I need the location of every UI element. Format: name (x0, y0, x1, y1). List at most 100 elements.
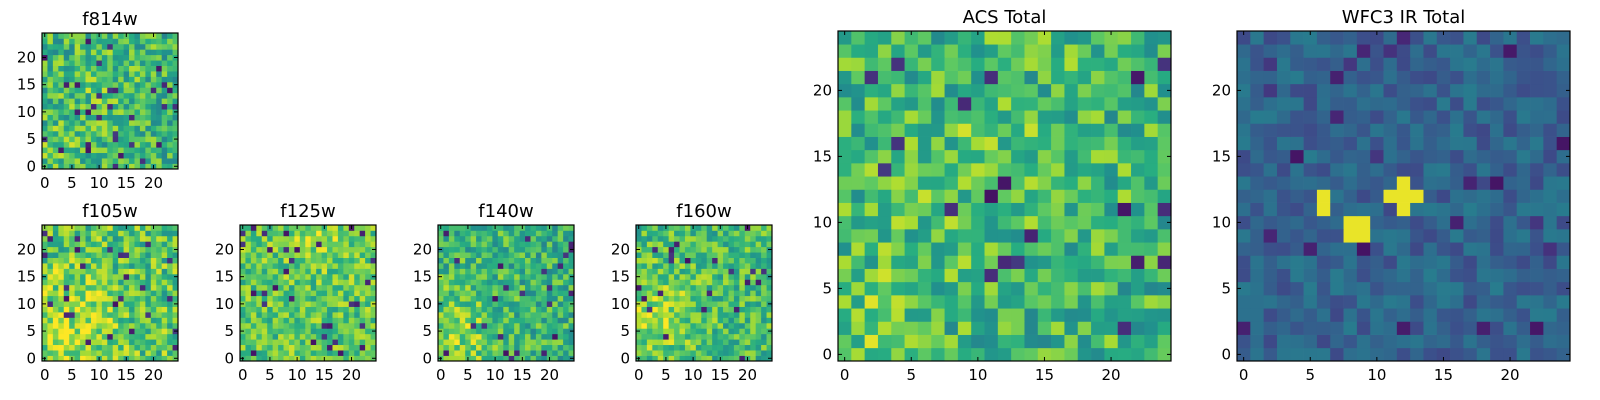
heatmap-cell (438, 333, 444, 340)
heatmap-cell (1463, 255, 1478, 269)
heatmap-cell (267, 284, 273, 291)
heatmap-cell (283, 263, 290, 269)
heatmap-cell (156, 279, 163, 286)
heatmap-cell (250, 295, 257, 302)
heatmap-cell (761, 317, 767, 324)
heatmap-cell (69, 81, 75, 88)
heatmap-cell (663, 230, 669, 237)
heatmap-cell (139, 333, 146, 340)
heatmap-cell (1423, 268, 1438, 283)
heatmap-cell (52, 312, 59, 318)
heatmap-cell (123, 235, 130, 242)
heatmap-cell (240, 339, 246, 346)
heatmap-cell (728, 257, 735, 264)
heatmap-cell (481, 333, 488, 340)
heatmap-cell (519, 246, 526, 253)
heatmap-cell (486, 246, 493, 253)
heatmap-cell (261, 257, 268, 264)
heatmap-cell (365, 252, 371, 258)
heatmap-cell (145, 328, 152, 335)
heatmap-cell (514, 235, 520, 242)
heatmap-cell (74, 279, 81, 286)
heatmap-cell (1436, 189, 1451, 203)
heatmap-cell (838, 136, 852, 151)
heatmap-cell (167, 273, 173, 280)
heatmap-cell (150, 98, 157, 105)
heatmap-cell (443, 295, 450, 302)
heatmap-cell (123, 339, 130, 346)
heatmap-cell (674, 230, 680, 237)
heatmap-cell (470, 225, 477, 231)
heatmap-cell (1516, 70, 1531, 85)
heatmap-cell (118, 344, 124, 351)
heatmap-cell (1503, 57, 1518, 71)
heatmap-cell (476, 317, 482, 324)
heatmap-cell (668, 295, 675, 302)
heatmap-cell (80, 103, 86, 110)
heatmap-cell (541, 333, 548, 340)
heatmap-cell (525, 268, 531, 275)
heatmap-cell (172, 76, 179, 83)
heatmap-cell (690, 268, 697, 275)
heatmap-cell (1303, 308, 1318, 322)
heatmap-cell (1503, 215, 1518, 230)
heatmap-cell (568, 241, 575, 248)
heatmap-cell (156, 141, 163, 148)
heatmap-cell (476, 257, 482, 264)
heatmap-cell (657, 284, 664, 291)
heatmap-cell (145, 33, 152, 39)
heatmap-cell (348, 279, 355, 286)
heatmap-cell (80, 152, 86, 159)
heatmap-cell (1077, 189, 1092, 203)
heatmap-cell (129, 38, 135, 45)
heatmap-cell (118, 301, 124, 307)
heatmap-cell (348, 295, 355, 302)
heatmap-cell (172, 322, 179, 329)
heatmap-cell (766, 263, 773, 269)
heatmap-cell (316, 301, 322, 307)
heatmap-cell (657, 312, 664, 318)
heatmap-cell (112, 230, 119, 237)
heatmap-cell (636, 306, 642, 313)
heatmap-cell (568, 339, 575, 346)
heatmap-cell (80, 350, 86, 356)
heatmap-cell (96, 322, 103, 329)
heatmap-cell (652, 290, 659, 297)
heatmap-cell (1396, 255, 1411, 269)
x-tick-label: 15 (117, 366, 136, 384)
heatmap-cell (668, 301, 675, 307)
heatmap-cell (161, 54, 168, 61)
heatmap-cell (1343, 83, 1358, 98)
heatmap-cell (733, 241, 740, 248)
heatmap-cell (123, 290, 130, 297)
heatmap-cell (530, 225, 537, 231)
heatmap-cell (1131, 255, 1145, 269)
heatmap-cell (552, 273, 559, 280)
heatmap-cell (85, 114, 92, 121)
heatmap-cell (761, 312, 767, 318)
heatmap-cell (343, 273, 350, 280)
heatmap-cell (891, 268, 905, 283)
heatmap-cell (85, 120, 92, 126)
heatmap-cell (465, 268, 471, 275)
heatmap-cell (1250, 242, 1264, 256)
heatmap-cell (1131, 189, 1145, 203)
heatmap-cell (684, 295, 691, 302)
heatmap-cell (957, 347, 972, 362)
heatmap-cell (695, 328, 702, 335)
heatmap-cell (150, 339, 157, 346)
heatmap-cell (1530, 295, 1544, 309)
heatmap-cell (755, 306, 762, 313)
heatmap-cell (47, 339, 54, 346)
heatmap-cell (278, 350, 284, 356)
heatmap-cell (503, 235, 510, 242)
heatmap-cell (1263, 110, 1278, 124)
heatmap-cell (63, 268, 70, 275)
heatmap-cell (701, 263, 708, 269)
heatmap-cell (1051, 202, 1065, 217)
heatmap-cell (112, 306, 119, 313)
heatmap-cell (63, 114, 70, 121)
heatmap-cell (112, 87, 119, 94)
heatmap-cell (957, 189, 972, 203)
heatmap-cell (123, 241, 130, 248)
